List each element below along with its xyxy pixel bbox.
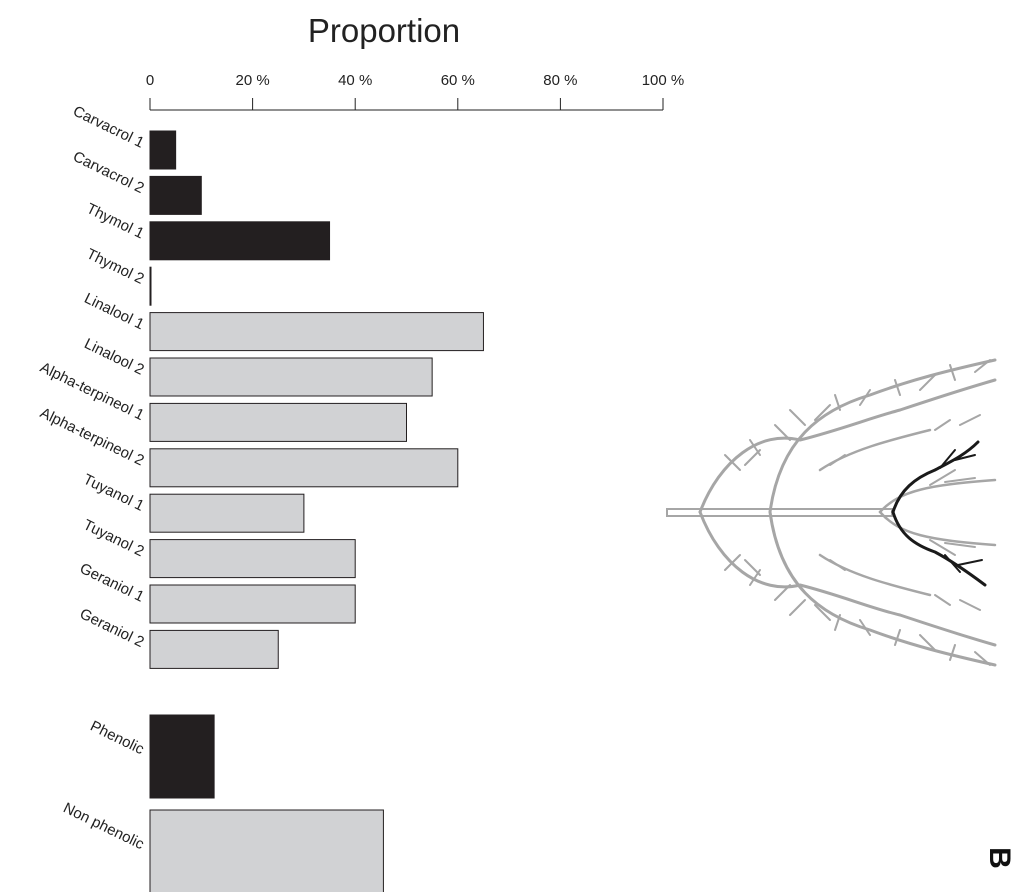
tree-branch	[934, 594, 951, 606]
tree-branch	[834, 394, 841, 411]
tree-highlight-branch	[957, 559, 983, 566]
tree-branch	[749, 569, 761, 586]
bar	[149, 266, 152, 306]
category-label: Tuyanol 2	[81, 516, 147, 560]
phylogeny-tree-illustration	[666, 358, 997, 667]
tree-branch	[768, 358, 997, 514]
category-label: Phenolic	[88, 718, 148, 759]
bar	[149, 175, 202, 215]
x-tick-label: 80 %	[543, 72, 577, 89]
panel-label: B	[983, 847, 1011, 869]
x-tick-label: 40 %	[338, 72, 372, 89]
tree-branch	[774, 584, 791, 601]
tree-branch	[818, 553, 932, 597]
tree-branch	[724, 554, 741, 571]
bars-group	[149, 130, 484, 892]
tree-branch	[859, 619, 871, 636]
category-label: Thymol 1	[84, 200, 147, 242]
tree-branch	[894, 379, 901, 396]
tree-branch	[934, 419, 951, 431]
bar	[149, 130, 177, 170]
category-label: Geraniol 1	[77, 560, 147, 606]
tree-branch	[818, 428, 932, 472]
tree-branch	[974, 651, 991, 666]
tree-branch	[974, 359, 991, 373]
bar	[149, 448, 459, 488]
tree-branch	[724, 454, 741, 471]
tree-highlight-branch	[944, 554, 961, 573]
bar	[149, 402, 407, 442]
category-label: Thymol 2	[84, 245, 147, 287]
tree-branch	[949, 644, 956, 661]
bar	[149, 221, 331, 261]
x-tick-label: 60 %	[441, 72, 475, 89]
tree-branch	[814, 604, 831, 621]
tree-branch	[789, 409, 806, 426]
tree-branch	[894, 629, 901, 646]
tree-branch	[929, 469, 956, 486]
tree-branch	[959, 599, 981, 611]
bar	[149, 714, 215, 799]
chart-title: Proportion	[308, 12, 460, 49]
bar	[149, 629, 279, 669]
tree-branch	[944, 542, 976, 548]
tree-highlight-branch	[891, 510, 987, 587]
tree-branch	[698, 378, 997, 514]
bar	[149, 584, 356, 624]
tree-branch	[929, 539, 956, 556]
category-label: Linalool 1	[82, 290, 147, 333]
x-tick-label: 0	[146, 72, 154, 89]
bar	[149, 312, 484, 352]
tree-branch	[834, 614, 841, 631]
category-label: Tuyanol 1	[81, 471, 147, 515]
tree-branch	[768, 510, 997, 667]
category-label: Non phenolic	[61, 799, 148, 853]
tree-branch	[878, 510, 997, 547]
x-axis: 0 20 % 40 % 60 % 80 % 100 %	[146, 72, 685, 111]
tree-branch	[944, 477, 976, 483]
x-tick-label: 100 %	[642, 72, 685, 89]
bar	[149, 357, 433, 397]
tree-branch	[959, 414, 981, 426]
tree-branch	[878, 478, 997, 514]
tree-branch	[919, 634, 936, 651]
tree-branch	[789, 599, 806, 616]
category-label: Linalool 2	[82, 335, 147, 378]
x-tick-label: 20 %	[235, 72, 269, 89]
category-label: Carvacrol 2	[70, 148, 146, 197]
tree-branch	[859, 389, 871, 406]
category-label: Geraniol 2	[77, 605, 147, 651]
tree-branch	[949, 364, 956, 381]
tree-branch	[749, 439, 761, 456]
bar	[149, 809, 384, 892]
tree-branch	[814, 404, 831, 421]
tree-highlight-branch	[954, 454, 976, 461]
tree-branch	[829, 559, 846, 571]
bar	[149, 493, 305, 533]
bar	[149, 539, 356, 579]
category-label: Carvacrol 1	[70, 103, 146, 152]
tree-highlight-branch	[891, 440, 980, 514]
tree-branch	[829, 454, 846, 466]
tree-branch	[774, 424, 791, 441]
tree-branch	[919, 374, 936, 391]
tree-branch	[698, 510, 997, 647]
tree-highlight-branch	[939, 449, 956, 469]
